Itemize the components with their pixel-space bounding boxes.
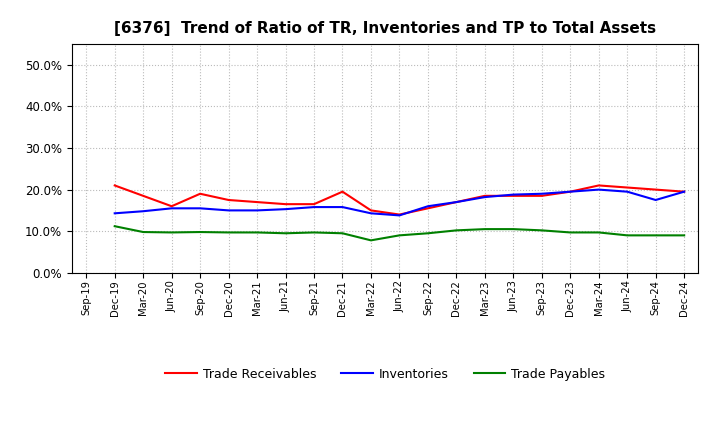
- Trade Payables: [110, 224, 119, 229]
- Trade Receivables: [423, 205, 432, 211]
- Trade Payables: [139, 229, 148, 235]
- Inventories: [338, 205, 347, 210]
- Trade Payables: [282, 231, 290, 236]
- Trade Receivables: [167, 204, 176, 209]
- Trade Receivables: [395, 212, 404, 217]
- Line: Trade Payables: Trade Payables: [114, 226, 684, 240]
- Inventories: [537, 191, 546, 196]
- Trade Receivables: [480, 193, 489, 198]
- Line: Inventories: Inventories: [114, 190, 684, 216]
- Trade Payables: [537, 228, 546, 233]
- Trade Receivables: [623, 185, 631, 190]
- Line: Trade Receivables: Trade Receivables: [114, 185, 684, 215]
- Inventories: [110, 211, 119, 216]
- Trade Payables: [509, 227, 518, 232]
- Trade Payables: [595, 230, 603, 235]
- Trade Payables: [652, 233, 660, 238]
- Trade Payables: [366, 238, 375, 243]
- Inventories: [623, 189, 631, 194]
- Trade Receivables: [509, 193, 518, 198]
- Trade Receivables: [310, 202, 318, 207]
- Inventories: [595, 187, 603, 192]
- Trade Payables: [680, 233, 688, 238]
- Trade Payables: [196, 229, 204, 235]
- Trade Receivables: [452, 199, 461, 205]
- Inventories: [452, 199, 461, 205]
- Trade Receivables: [595, 183, 603, 188]
- Trade Receivables: [366, 208, 375, 213]
- Trade Payables: [253, 230, 261, 235]
- Trade Payables: [480, 227, 489, 232]
- Inventories: [196, 205, 204, 211]
- Inventories: [310, 205, 318, 210]
- Trade Payables: [423, 231, 432, 236]
- Inventories: [139, 209, 148, 214]
- Inventories: [167, 205, 176, 211]
- Inventories: [225, 208, 233, 213]
- Trade Receivables: [196, 191, 204, 196]
- Trade Payables: [452, 228, 461, 233]
- Title: [6376]  Trend of Ratio of TR, Inventories and TP to Total Assets: [6376] Trend of Ratio of TR, Inventories…: [114, 21, 656, 36]
- Trade Receivables: [680, 189, 688, 194]
- Inventories: [680, 189, 688, 194]
- Trade Receivables: [253, 199, 261, 205]
- Trade Receivables: [652, 187, 660, 192]
- Inventories: [652, 198, 660, 203]
- Inventories: [423, 204, 432, 209]
- Trade Receivables: [282, 202, 290, 207]
- Trade Payables: [167, 230, 176, 235]
- Trade Payables: [395, 233, 404, 238]
- Trade Payables: [338, 231, 347, 236]
- Inventories: [282, 206, 290, 212]
- Trade Receivables: [110, 183, 119, 188]
- Inventories: [509, 192, 518, 197]
- Trade Receivables: [225, 198, 233, 203]
- Trade Receivables: [139, 193, 148, 198]
- Inventories: [395, 213, 404, 218]
- Trade Payables: [623, 233, 631, 238]
- Trade Receivables: [338, 189, 347, 194]
- Inventories: [480, 194, 489, 200]
- Trade Receivables: [537, 193, 546, 198]
- Trade Payables: [566, 230, 575, 235]
- Inventories: [253, 208, 261, 213]
- Trade Payables: [310, 230, 318, 235]
- Inventories: [366, 211, 375, 216]
- Inventories: [566, 189, 575, 194]
- Trade Payables: [225, 230, 233, 235]
- Trade Receivables: [566, 189, 575, 194]
- Legend: Trade Receivables, Inventories, Trade Payables: Trade Receivables, Inventories, Trade Pa…: [161, 363, 610, 385]
